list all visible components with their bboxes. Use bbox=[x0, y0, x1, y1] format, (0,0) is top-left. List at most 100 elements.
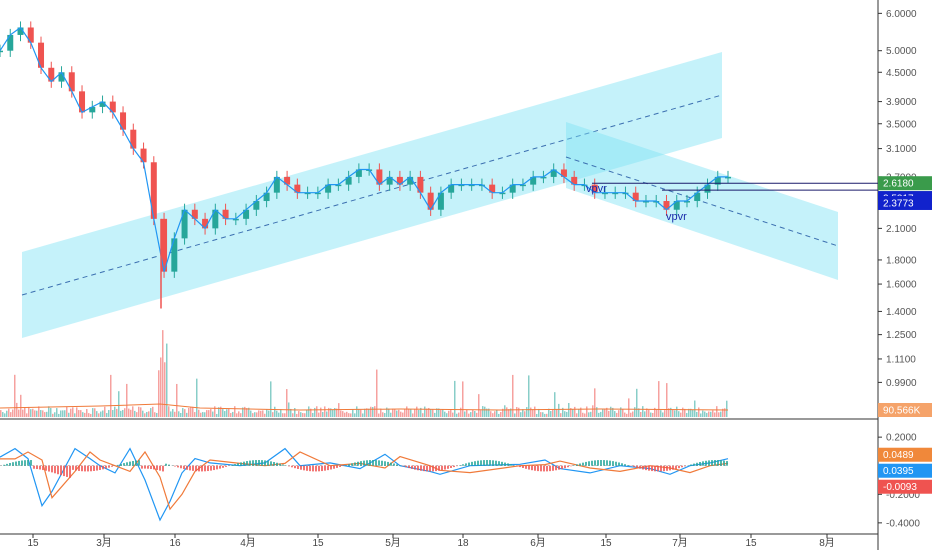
macd-histogram-bar bbox=[372, 460, 374, 466]
macd-histogram-bar bbox=[273, 461, 275, 466]
volume-bar bbox=[422, 413, 424, 417]
volume-bar bbox=[68, 412, 70, 417]
volume-bar bbox=[214, 406, 216, 417]
volume-bar bbox=[430, 409, 432, 417]
macd-histogram-bar bbox=[522, 465, 524, 468]
volume-bar bbox=[32, 408, 34, 417]
volume-bar bbox=[488, 408, 490, 417]
price-candle bbox=[489, 184, 496, 193]
volume-bar bbox=[528, 375, 530, 417]
volume-bar bbox=[482, 406, 484, 417]
volume-bar bbox=[562, 407, 564, 417]
volume-bar bbox=[88, 413, 90, 417]
price-axis-label: 1.8000 bbox=[886, 255, 917, 266]
macd-histogram-bar bbox=[288, 465, 290, 467]
price-candle bbox=[58, 72, 65, 82]
macd-histogram-bar bbox=[153, 465, 155, 470]
histogram-tag bbox=[878, 479, 932, 494]
volume-bar bbox=[128, 408, 130, 417]
macd-histogram-bar bbox=[663, 465, 665, 472]
volume-bar bbox=[276, 410, 278, 417]
volume-bar bbox=[148, 411, 150, 417]
macd-histogram-bar bbox=[654, 465, 656, 472]
price-candle bbox=[550, 169, 557, 177]
price-candle bbox=[396, 176, 403, 185]
volume-bar bbox=[670, 407, 672, 417]
volume-bar bbox=[358, 408, 360, 417]
macd-histogram-bar bbox=[354, 462, 356, 466]
macd-histogram-bar bbox=[495, 460, 497, 466]
volume-bar bbox=[124, 408, 126, 417]
volume-bar bbox=[52, 413, 54, 417]
volume-bar bbox=[50, 408, 52, 417]
volume-bar bbox=[154, 412, 156, 417]
volume-bar bbox=[140, 407, 142, 417]
price-axis-label: 1.2500 bbox=[886, 330, 917, 341]
volume-bar bbox=[10, 412, 12, 417]
macd-histogram-bar bbox=[159, 465, 161, 471]
volume-bar bbox=[404, 409, 406, 417]
volume-bar bbox=[724, 408, 726, 417]
descending-channel bbox=[566, 122, 838, 280]
volume-bar bbox=[118, 391, 120, 417]
macd-histogram-bar bbox=[51, 465, 53, 473]
volume-bar bbox=[588, 412, 590, 417]
macd-histogram-bar bbox=[174, 465, 176, 467]
time-axis-label: 5月 bbox=[385, 537, 401, 549]
volume-bar bbox=[264, 413, 266, 417]
volume-bar bbox=[466, 409, 468, 417]
volume-bar bbox=[610, 406, 612, 417]
volume-bar bbox=[6, 410, 8, 417]
macd-histogram-bar bbox=[360, 461, 362, 466]
volume-bar bbox=[682, 407, 684, 417]
volume-bar bbox=[376, 369, 378, 417]
price-candle bbox=[714, 176, 721, 185]
volume-bar bbox=[436, 408, 438, 417]
volume-bar bbox=[710, 411, 712, 417]
macd-histogram-bar bbox=[318, 465, 320, 472]
macd-histogram-bar bbox=[21, 460, 23, 466]
macd-histogram-bar bbox=[72, 465, 74, 470]
volume-bar bbox=[438, 408, 440, 417]
macd-histogram-bar bbox=[492, 460, 494, 466]
macd-histogram-bar bbox=[255, 460, 257, 466]
volume-bar bbox=[176, 383, 178, 417]
macd-histogram-bar bbox=[291, 465, 293, 468]
macd-histogram-bar bbox=[480, 460, 482, 466]
macd-histogram-bar bbox=[549, 465, 551, 472]
volume-bar bbox=[208, 410, 210, 417]
macd-histogram-bar bbox=[144, 465, 146, 469]
price-axis-label: 3.5000 bbox=[886, 119, 917, 130]
volume-bar bbox=[368, 408, 370, 417]
macd-histogram-bar bbox=[42, 465, 44, 471]
macd-histogram-bar bbox=[120, 463, 122, 466]
macd-histogram-bar bbox=[417, 465, 419, 471]
volume-bar bbox=[398, 409, 400, 417]
macd-histogram-bar bbox=[249, 460, 251, 466]
volume-bar bbox=[462, 381, 464, 417]
price-axis-label: 3.9000 bbox=[886, 97, 917, 108]
volume-bar bbox=[74, 413, 76, 417]
volume-bar bbox=[612, 407, 614, 417]
volume-bar bbox=[442, 409, 444, 417]
macd-histogram-bar bbox=[324, 465, 326, 471]
volume-bar bbox=[558, 403, 560, 417]
macd-histogram-bar bbox=[99, 465, 101, 470]
price-candle bbox=[560, 169, 567, 177]
volume-bar bbox=[484, 406, 486, 417]
macd-histogram-bar bbox=[198, 465, 200, 472]
price-candle bbox=[273, 176, 280, 193]
volume-bar bbox=[550, 411, 552, 417]
volume-bar bbox=[584, 413, 586, 417]
price-layer: vpvr vpvr bbox=[0, 21, 878, 309]
volume-bar bbox=[624, 412, 626, 417]
volume-bar bbox=[600, 411, 602, 417]
macd-histogram-bar bbox=[189, 465, 191, 471]
volume-bar bbox=[238, 411, 240, 417]
macd-histogram-bar bbox=[390, 462, 392, 466]
price-candle bbox=[376, 169, 383, 185]
price-candle bbox=[427, 192, 434, 210]
volume-bar bbox=[266, 409, 268, 417]
macd-histogram-bar bbox=[420, 465, 422, 471]
